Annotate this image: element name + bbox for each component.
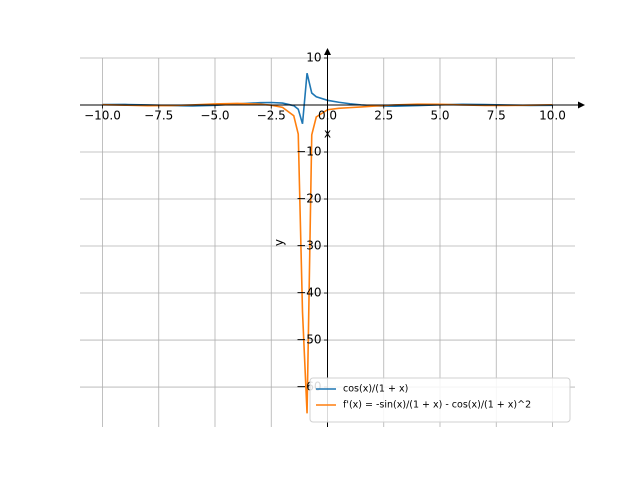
x-tick-label: −5.0 — [200, 109, 229, 123]
y-tick-label: −20 — [296, 192, 321, 206]
legend-box — [309, 377, 571, 423]
y-tick-label: −10 — [296, 145, 321, 159]
x-tick-label: −2.5 — [257, 109, 286, 123]
y-tick-label: −50 — [296, 333, 321, 347]
legend: cos(x)/(1 + x) f'(x) = -sin(x)/(1 + x) - … — [309, 377, 571, 423]
series-line — [102, 102, 553, 414]
legend-label: cos(x)/(1 + x) — [343, 384, 408, 395]
x-axis-arrow — [578, 101, 585, 109]
x-tick-label: −7.5 — [144, 109, 173, 123]
y-tick-label: 10 — [306, 51, 321, 65]
x-tick-label: 5.0 — [430, 109, 449, 123]
x-axis-label: x — [324, 127, 331, 141]
x-tick-label: 2.5 — [374, 109, 393, 123]
x-tick-label: 10.0 — [539, 109, 566, 123]
y-tick-label: −40 — [296, 286, 321, 300]
x-tick-label: 7.5 — [487, 109, 506, 123]
y-axis-arrow — [324, 48, 331, 55]
legend-label: f'(x) = -sin(x)/(1 + x) - cos(x)/(1 + x)… — [343, 400, 531, 411]
y-axis-label: y — [272, 239, 286, 246]
y-tick-label: −30 — [296, 239, 321, 253]
x-tick-label: −10.0 — [84, 109, 121, 123]
